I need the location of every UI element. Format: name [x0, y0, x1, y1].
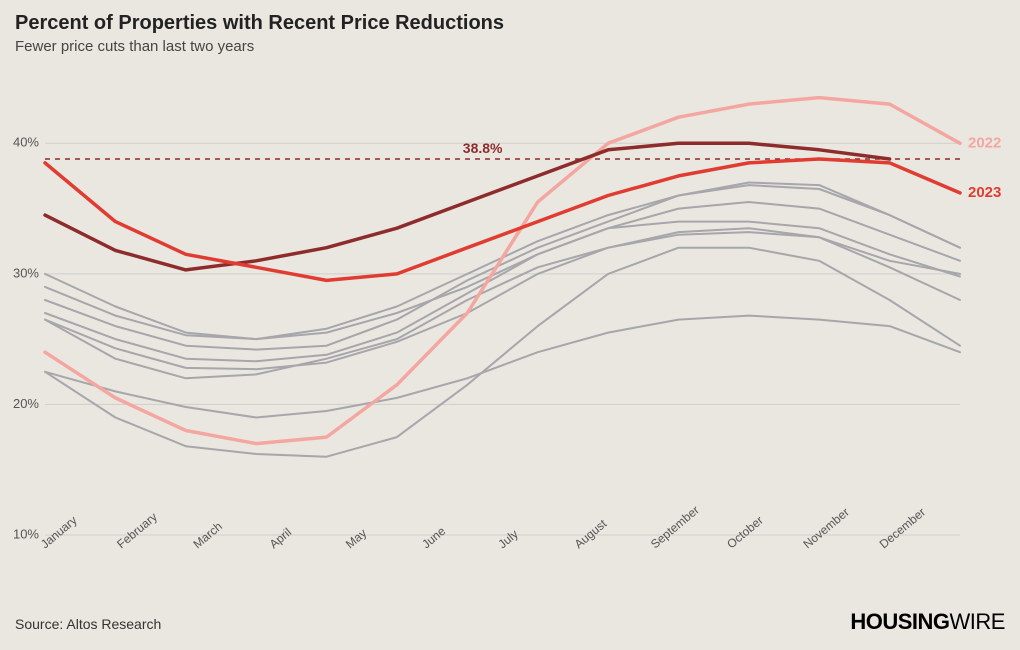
y-tick-label: 30% [13, 265, 39, 280]
historical-series-line [45, 248, 960, 457]
series-2022-label: 2022 [968, 134, 1001, 151]
x-tick-label: November [800, 505, 851, 551]
x-tick-label: August [572, 516, 610, 551]
y-tick-label: 40% [13, 135, 39, 150]
historical-series-line [45, 228, 960, 369]
x-tick-label: October [724, 513, 766, 551]
x-tick-label: April [267, 525, 294, 551]
series-2023-label: 2023 [968, 184, 1001, 201]
line-chart: 10%20%30%40%38.8%JanuaryFebruaryMarchApr… [0, 0, 1020, 650]
y-tick-label: 20% [13, 396, 39, 411]
source-attribution: Source: Altos Research [15, 616, 161, 632]
historical-series-line [45, 222, 960, 362]
housingwire-logo: HOUSINGWIRE [850, 609, 1005, 635]
x-tick-label: February [114, 510, 160, 552]
x-tick-label: January [38, 513, 80, 551]
x-tick-label: December [877, 505, 928, 551]
x-tick-label: July [495, 527, 520, 551]
x-tick-label: September [648, 503, 702, 551]
y-tick-label: 10% [13, 526, 39, 541]
historical-series-line [45, 183, 960, 350]
x-tick-label: June [419, 524, 448, 552]
x-tick-label: May [343, 526, 369, 551]
reference-line-label: 38.8% [463, 140, 503, 156]
